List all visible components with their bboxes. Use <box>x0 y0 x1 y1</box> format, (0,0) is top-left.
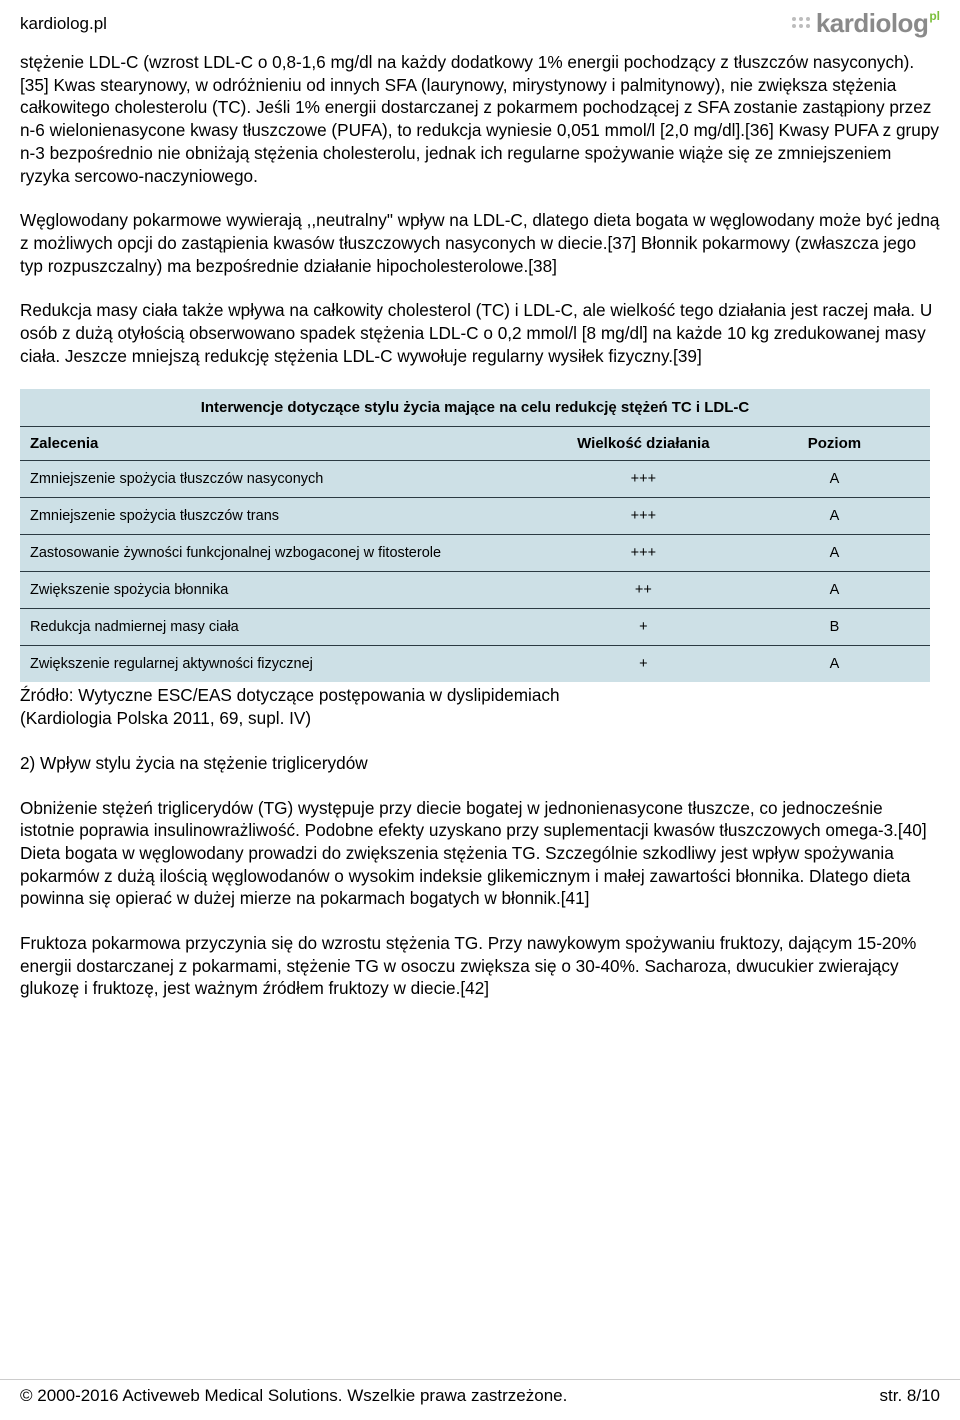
table-cell: A <box>739 646 930 683</box>
table-cell: +++ <box>548 535 739 572</box>
table-row: Redukcja nadmiernej masy ciała + B <box>20 609 930 646</box>
table-cell: A <box>739 498 930 535</box>
site-url: kardiolog.pl <box>20 14 107 34</box>
footer-copyright: © 2000-2016 Activeweb Medical Solutions.… <box>20 1386 567 1406</box>
footer-page-number: str. 8/10 <box>880 1386 940 1406</box>
table-cell: A <box>739 461 930 498</box>
table-col-poziom: Poziom <box>739 427 930 461</box>
table-row: Zwiększenie regularnej aktywności fizycz… <box>20 646 930 683</box>
table-cell: B <box>739 609 930 646</box>
logo-text: kardiolog <box>816 8 929 39</box>
interventions-table-wrap: Interwencje dotyczące stylu życia mające… <box>20 389 930 682</box>
table-row: Zmniejszenie spożycia tłuszczów trans ++… <box>20 498 930 535</box>
page-header: kardiolog.pl kardiolog pl <box>0 0 960 43</box>
table-row: Zwiększenie spożycia błonnika ++ A <box>20 572 930 609</box>
logo-dots-icon <box>792 17 810 28</box>
source-line2: (Kardiologia Polska 2011, 69, supl. IV) <box>20 708 311 728</box>
table-cell: Zwiększenie regularnej aktywności fizycz… <box>20 646 548 683</box>
table-cell: Redukcja nadmiernej masy ciała <box>20 609 548 646</box>
paragraph-6: Fruktoza pokarmowa przyczynia się do wzr… <box>20 932 940 1000</box>
site-logo: kardiolog pl <box>792 8 940 39</box>
table-cell: Zmniejszenie spożycia tłuszczów nasycony… <box>20 461 548 498</box>
table-cell: + <box>548 609 739 646</box>
source-line1: Źródło: Wytyczne ESC/EAS dotyczące postę… <box>20 685 560 705</box>
table-col-zalecenia: Zalecenia <box>20 427 548 461</box>
table-cell: A <box>739 572 930 609</box>
table-source: Źródło: Wytyczne ESC/EAS dotyczące postę… <box>20 684 940 729</box>
paragraph-1: stężenie LDL-C (wzrost LDL-C o 0,8-1,6 m… <box>20 51 940 187</box>
table-cell: + <box>548 646 739 683</box>
paragraph-2: Węglowodany pokarmowe wywierają ,,neutra… <box>20 209 940 277</box>
table-cell: ++ <box>548 572 739 609</box>
main-content: stężenie LDL-C (wzrost LDL-C o 0,8-1,6 m… <box>0 43 960 1000</box>
table-cell: Zmniejszenie spożycia tłuszczów trans <box>20 498 548 535</box>
table-row: Zastosowanie żywności funkcjonalnej wzbo… <box>20 535 930 572</box>
logo-suffix: pl <box>929 9 940 23</box>
table-title: Interwencje dotyczące stylu życia mające… <box>20 389 930 427</box>
table-cell: +++ <box>548 498 739 535</box>
table-cell: Zwiększenie spożycia błonnika <box>20 572 548 609</box>
interventions-table: Interwencje dotyczące stylu życia mające… <box>20 389 930 682</box>
table-cell: +++ <box>548 461 739 498</box>
paragraph-5: Obniżenie stężeń triglicerydów (TG) wyst… <box>20 797 940 911</box>
table-cell: Zastosowanie żywności funkcjonalnej wzbo… <box>20 535 548 572</box>
table-cell: A <box>739 535 930 572</box>
table-row: Zmniejszenie spożycia tłuszczów nasycony… <box>20 461 930 498</box>
paragraph-3: Redukcja masy ciała także wpływa na całk… <box>20 299 940 367</box>
page-footer: © 2000-2016 Activeweb Medical Solutions.… <box>0 1379 960 1406</box>
section-heading-2: 2) Wpływ stylu życia na stężenie triglic… <box>20 752 940 775</box>
table-col-wielkosc: Wielkość działania <box>548 427 739 461</box>
